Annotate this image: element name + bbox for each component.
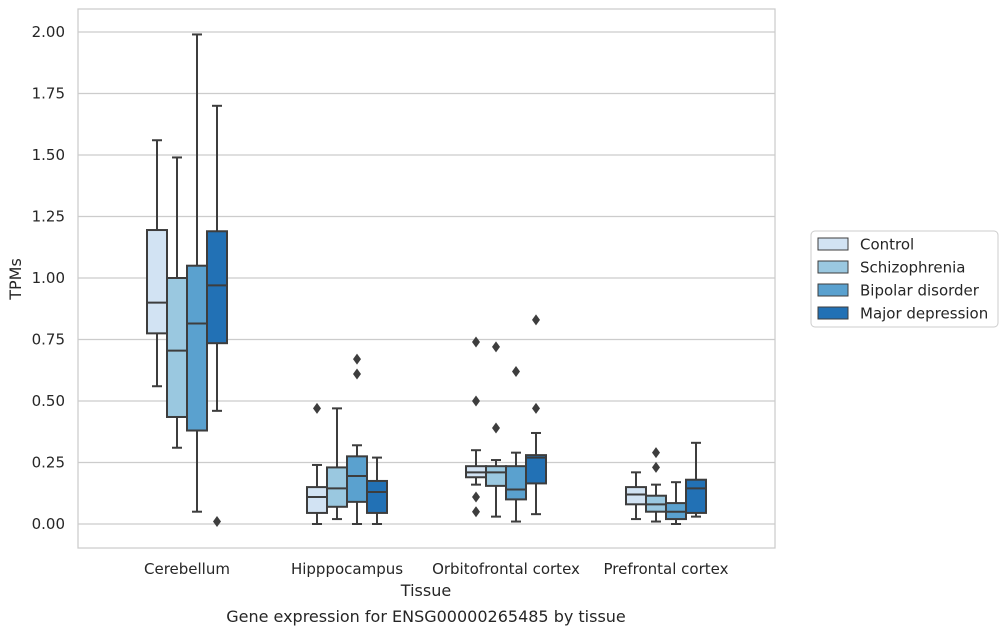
box-control <box>306 402 328 525</box>
legend-swatch <box>817 237 849 251</box>
legend-label: Schizophrenia <box>860 259 965 277</box>
y-tick-label: 0.50 <box>32 392 65 410</box>
box-body <box>326 466 348 508</box>
chart-caption: Gene expression for ENSG00000265485 by t… <box>226 607 626 626</box>
box-bipolar-disorder <box>346 353 368 525</box>
outlier-point <box>492 422 500 434</box>
outlier-point <box>532 314 540 326</box>
box-control <box>146 139 168 388</box>
box-body <box>625 486 647 506</box>
outlier-point <box>472 395 480 407</box>
x-tick-label: Prefrontal cortex <box>604 560 729 578</box>
box-body <box>685 478 707 514</box>
outlier-point <box>313 402 321 414</box>
outlier-point <box>532 402 540 414</box>
y-tick-label: 1.00 <box>32 269 65 287</box>
outlier-point <box>652 447 660 459</box>
y-tick-label: 1.50 <box>32 146 65 164</box>
outlier-point <box>652 461 660 473</box>
box-body <box>306 486 328 514</box>
outlier-point <box>492 341 500 353</box>
box-body <box>485 465 507 487</box>
box-plot-area <box>146 33 707 528</box>
legend-label: Major depression <box>860 305 988 323</box>
box-bipolar-disorder <box>505 365 527 523</box>
box-body <box>146 229 168 335</box>
box-major-depression <box>206 104 228 528</box>
box-control <box>465 336 487 518</box>
legend: Control Schizophrenia Bipolar disorder Majo… <box>810 230 999 328</box>
box-body <box>206 230 228 345</box>
box-schizophrenia <box>645 447 667 523</box>
y-tick-label: 0.75 <box>32 331 65 349</box>
x-tick-label: Cerebellum <box>144 560 230 578</box>
outlier-point <box>472 491 480 503</box>
x-axis-ticks: Cerebellum Hipppocampus Orbitofrontal cort… <box>144 560 729 578</box>
y-axis-label: TPMs <box>6 258 25 301</box>
box-major-depression <box>366 456 388 525</box>
box-bipolar-disorder <box>665 481 687 525</box>
x-axis-label: Tissue <box>400 581 451 600</box>
legend-swatch <box>817 260 849 274</box>
y-tick-label: 1.75 <box>32 85 65 103</box>
x-tick-label: Hipppocampus <box>291 560 403 578</box>
outlier-point <box>512 365 520 377</box>
x-tick-label: Orbitofrontal cortex <box>432 560 580 578</box>
box-body <box>186 264 208 432</box>
box-major-depression <box>685 441 707 518</box>
box-body <box>366 479 388 514</box>
box-bipolar-disorder <box>186 33 208 513</box>
box-schizophrenia <box>485 341 507 518</box>
box-schizophrenia <box>166 156 188 449</box>
box-body <box>346 455 368 503</box>
legend-swatch <box>817 306 849 320</box>
outlier-point <box>353 353 361 365</box>
legend-swatch <box>817 283 849 297</box>
y-tick-label: 0.00 <box>32 515 65 533</box>
legend-label: Bipolar disorder <box>860 282 980 300</box>
y-tick-label: 2.00 <box>32 23 65 41</box>
box-body <box>525 454 547 485</box>
outlier-point <box>472 336 480 348</box>
box-schizophrenia <box>326 407 348 521</box>
y-tick-label: 1.25 <box>32 208 65 226</box>
box-body <box>505 465 527 501</box>
legend-frame <box>810 230 999 328</box>
box-control <box>625 471 647 521</box>
outlier-point <box>472 506 480 518</box>
legend-label: Control <box>860 236 914 254</box>
outlier-point <box>353 368 361 380</box>
box-body <box>166 277 188 418</box>
y-tick-label: 0.25 <box>32 454 65 472</box>
outlier-point <box>213 516 221 528</box>
y-axis-ticks: 0.00 0.25 0.50 0.75 1.00 1.25 1.50 1.75 2.00 <box>32 23 65 533</box>
box-major-depression <box>525 314 547 516</box>
plot-frame <box>77 8 776 549</box>
